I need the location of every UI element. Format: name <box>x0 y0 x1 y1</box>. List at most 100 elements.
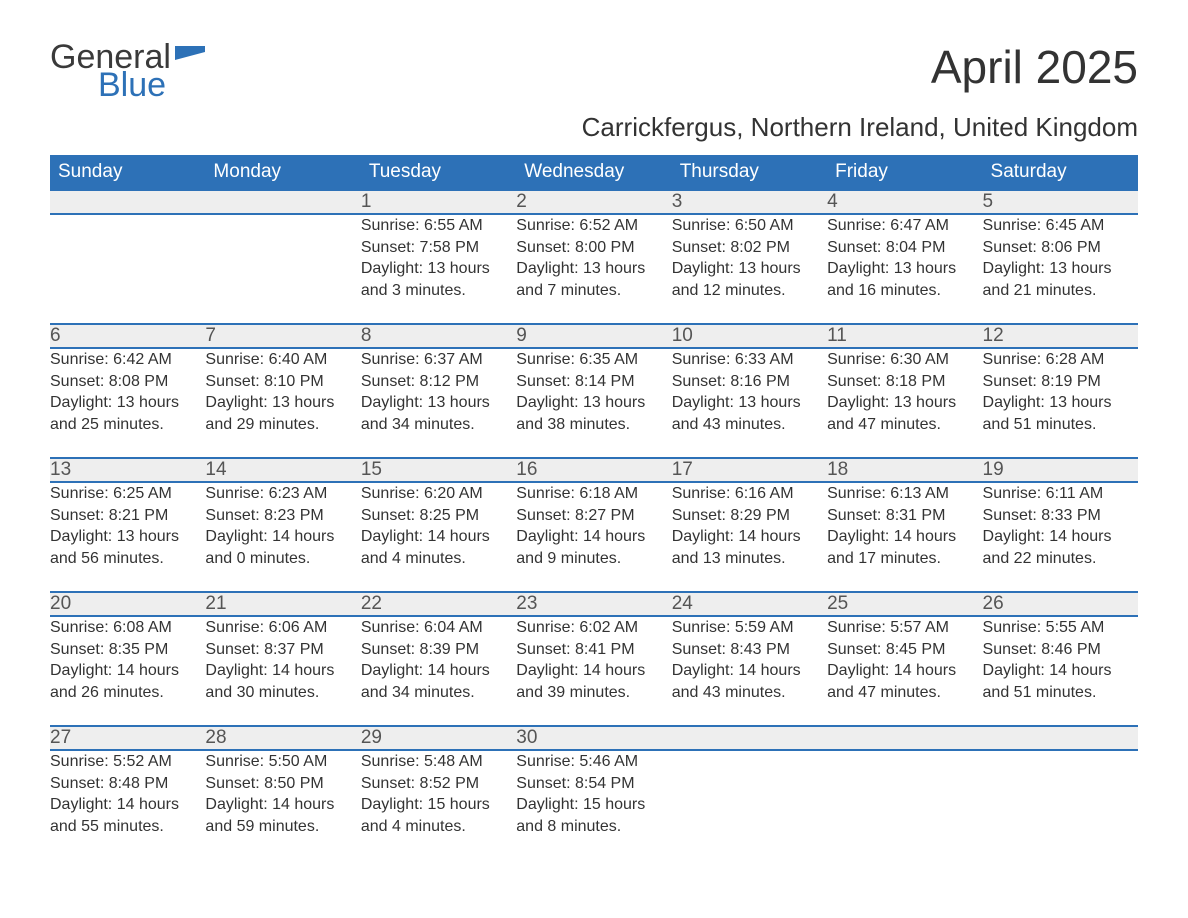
sunrise-line: Sunrise: 5:57 AM <box>827 617 982 639</box>
calendar-table: SundayMondayTuesdayWednesdayThursdayFrid… <box>50 155 1138 860</box>
day-detail-cell: Sunrise: 5:48 AMSunset: 8:52 PMDaylight:… <box>361 750 516 860</box>
weekday-header: Saturday <box>983 155 1138 190</box>
day-number-cell <box>672 726 827 750</box>
sunset-line: Sunset: 8:35 PM <box>50 639 205 661</box>
daylight-line: Daylight: 14 hours and 26 minutes. <box>50 660 205 703</box>
day-number-cell: 22 <box>361 592 516 616</box>
daylight-line: Daylight: 13 hours and 12 minutes. <box>672 258 827 301</box>
daylight-line: Daylight: 13 hours and 29 minutes. <box>205 392 360 435</box>
daylight-line: Daylight: 13 hours and 7 minutes. <box>516 258 671 301</box>
day-number-cell: 7 <box>205 324 360 348</box>
sunrise-line: Sunrise: 6:35 AM <box>516 349 671 371</box>
sunset-line: Sunset: 8:39 PM <box>361 639 516 661</box>
day-number-cell: 14 <box>205 458 360 482</box>
sunset-line: Sunset: 8:23 PM <box>205 505 360 527</box>
day-number-row: 12345 <box>50 190 1138 214</box>
daylight-line: Daylight: 15 hours and 4 minutes. <box>361 794 516 837</box>
day-number-cell: 9 <box>516 324 671 348</box>
sunrise-line: Sunrise: 6:25 AM <box>50 483 205 505</box>
weekday-header: Sunday <box>50 155 205 190</box>
sunrise-line: Sunrise: 6:47 AM <box>827 215 982 237</box>
day-number-cell: 27 <box>50 726 205 750</box>
day-detail-cell <box>50 214 205 324</box>
calendar-body: 12345Sunrise: 6:55 AMSunset: 7:58 PMDayl… <box>50 190 1138 860</box>
day-number-cell: 3 <box>672 190 827 214</box>
sunset-line: Sunset: 8:31 PM <box>827 505 982 527</box>
sunset-line: Sunset: 8:27 PM <box>516 505 671 527</box>
daylight-line: Daylight: 13 hours and 51 minutes. <box>983 392 1138 435</box>
daylight-line: Daylight: 13 hours and 25 minutes. <box>50 392 205 435</box>
sunrise-line: Sunrise: 6:37 AM <box>361 349 516 371</box>
calendar-page: General Blue April 2025 Carrickfergus, N… <box>0 0 1188 910</box>
day-number-cell: 16 <box>516 458 671 482</box>
daylight-line: Daylight: 14 hours and 4 minutes. <box>361 526 516 569</box>
daylight-line: Daylight: 14 hours and 59 minutes. <box>205 794 360 837</box>
weekday-header: Friday <box>827 155 982 190</box>
daylight-line: Daylight: 14 hours and 17 minutes. <box>827 526 982 569</box>
daylight-line: Daylight: 14 hours and 47 minutes. <box>827 660 982 703</box>
sunrise-line: Sunrise: 6:52 AM <box>516 215 671 237</box>
sunrise-line: Sunrise: 6:50 AM <box>672 215 827 237</box>
day-number-cell: 17 <box>672 458 827 482</box>
sunrise-line: Sunrise: 6:30 AM <box>827 349 982 371</box>
day-number-cell: 26 <box>983 592 1138 616</box>
day-number-cell: 13 <box>50 458 205 482</box>
daylight-line: Daylight: 14 hours and 30 minutes. <box>205 660 360 703</box>
day-number-cell: 28 <box>205 726 360 750</box>
sunrise-line: Sunrise: 5:46 AM <box>516 751 671 773</box>
header-row: General Blue April 2025 <box>50 40 1138 102</box>
sunrise-line: Sunrise: 5:52 AM <box>50 751 205 773</box>
sunrise-line: Sunrise: 6:06 AM <box>205 617 360 639</box>
daylight-line: Daylight: 15 hours and 8 minutes. <box>516 794 671 837</box>
day-detail-cell: Sunrise: 5:59 AMSunset: 8:43 PMDaylight:… <box>672 616 827 726</box>
day-number-cell <box>827 726 982 750</box>
sunset-line: Sunset: 8:41 PM <box>516 639 671 661</box>
sunrise-line: Sunrise: 6:45 AM <box>983 215 1138 237</box>
day-number-cell: 10 <box>672 324 827 348</box>
sunrise-line: Sunrise: 6:23 AM <box>205 483 360 505</box>
sunset-line: Sunset: 8:46 PM <box>983 639 1138 661</box>
day-detail-cell: Sunrise: 6:37 AMSunset: 8:12 PMDaylight:… <box>361 348 516 458</box>
day-number-cell: 12 <box>983 324 1138 348</box>
sunset-line: Sunset: 8:43 PM <box>672 639 827 661</box>
sunrise-line: Sunrise: 6:55 AM <box>361 215 516 237</box>
sunrise-line: Sunrise: 5:59 AM <box>672 617 827 639</box>
sunset-line: Sunset: 8:48 PM <box>50 773 205 795</box>
day-detail-cell: Sunrise: 6:20 AMSunset: 8:25 PMDaylight:… <box>361 482 516 592</box>
sunset-line: Sunset: 8:50 PM <box>205 773 360 795</box>
day-number-cell: 23 <box>516 592 671 616</box>
daylight-line: Daylight: 14 hours and 22 minutes. <box>983 526 1138 569</box>
day-number-cell: 18 <box>827 458 982 482</box>
daylight-line: Daylight: 13 hours and 16 minutes. <box>827 258 982 301</box>
day-detail-cell <box>827 750 982 860</box>
day-number-cell: 24 <box>672 592 827 616</box>
sunset-line: Sunset: 7:58 PM <box>361 237 516 259</box>
day-detail-cell: Sunrise: 6:04 AMSunset: 8:39 PMDaylight:… <box>361 616 516 726</box>
sunrise-line: Sunrise: 6:20 AM <box>361 483 516 505</box>
sunrise-line: Sunrise: 6:08 AM <box>50 617 205 639</box>
sunset-line: Sunset: 8:02 PM <box>672 237 827 259</box>
day-detail-cell: Sunrise: 6:06 AMSunset: 8:37 PMDaylight:… <box>205 616 360 726</box>
daylight-line: Daylight: 14 hours and 34 minutes. <box>361 660 516 703</box>
daylight-line: Daylight: 14 hours and 55 minutes. <box>50 794 205 837</box>
day-detail-cell: Sunrise: 6:50 AMSunset: 8:02 PMDaylight:… <box>672 214 827 324</box>
day-number-cell <box>205 190 360 214</box>
sunset-line: Sunset: 8:06 PM <box>983 237 1138 259</box>
day-number-cell <box>50 190 205 214</box>
day-detail-cell: Sunrise: 6:35 AMSunset: 8:14 PMDaylight:… <box>516 348 671 458</box>
day-number-cell: 5 <box>983 190 1138 214</box>
day-number-cell: 8 <box>361 324 516 348</box>
sunrise-line: Sunrise: 6:18 AM <box>516 483 671 505</box>
day-detail-cell: Sunrise: 6:25 AMSunset: 8:21 PMDaylight:… <box>50 482 205 592</box>
daylight-line: Daylight: 14 hours and 51 minutes. <box>983 660 1138 703</box>
day-number-cell: 15 <box>361 458 516 482</box>
day-detail-cell: Sunrise: 6:30 AMSunset: 8:18 PMDaylight:… <box>827 348 982 458</box>
day-number-cell: 1 <box>361 190 516 214</box>
daylight-line: Daylight: 13 hours and 43 minutes. <box>672 392 827 435</box>
day-detail-cell <box>205 214 360 324</box>
day-detail-cell: Sunrise: 6:13 AMSunset: 8:31 PMDaylight:… <box>827 482 982 592</box>
sunset-line: Sunset: 8:33 PM <box>983 505 1138 527</box>
day-detail-cell: Sunrise: 6:18 AMSunset: 8:27 PMDaylight:… <box>516 482 671 592</box>
sunrise-line: Sunrise: 6:02 AM <box>516 617 671 639</box>
day-detail-cell: Sunrise: 6:47 AMSunset: 8:04 PMDaylight:… <box>827 214 982 324</box>
